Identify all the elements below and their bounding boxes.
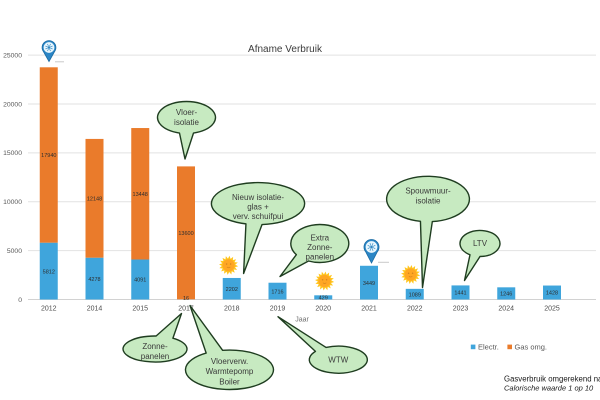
svg-text:Gasverbruik omgerekend naar: Gasverbruik omgerekend naar [504,375,600,384]
svg-text:15000: 15000 [3,150,22,157]
svg-text:2015: 2015 [132,306,148,313]
svg-text:Gas omg.: Gas omg. [515,343,548,352]
svg-text:Jaar: Jaar [295,317,309,324]
svg-text:Afname Verbruik: Afname Verbruik [248,44,323,55]
svg-text:Boiler: Boiler [219,377,240,386]
svg-text:4278: 4278 [88,277,100,283]
svg-text:4091: 4091 [134,278,146,284]
svg-text:Spouwmuur-: Spouwmuur- [405,187,451,196]
svg-text:1428: 1428 [546,291,558,297]
svg-text:2018: 2018 [224,306,240,313]
svg-text:2025: 2025 [544,306,560,313]
svg-text:Nieuw isolatie-: Nieuw isolatie- [232,193,284,202]
svg-text:429: 429 [319,296,328,302]
svg-text:2022: 2022 [407,306,423,313]
svg-text:Vloerverw.: Vloerverw. [211,357,248,366]
svg-text:2012: 2012 [41,306,57,313]
svg-text:glas +: glas + [247,203,269,212]
svg-text:0: 0 [18,297,22,304]
svg-text:Warmtepomp: Warmtepomp [206,367,254,376]
svg-text:2024: 2024 [498,306,514,313]
svg-text:17940: 17940 [41,153,56,159]
svg-text:Electr.: Electr. [478,343,499,352]
svg-text:2019: 2019 [270,306,286,313]
svg-text:20000: 20000 [3,101,22,108]
svg-text:1716: 1716 [271,289,283,295]
svg-text:Zonne-: Zonne- [142,342,168,351]
svg-text:10000: 10000 [3,199,22,206]
svg-text:1246: 1246 [500,292,512,298]
svg-text:2202: 2202 [226,287,238,293]
svg-text:WTW: WTW [328,356,348,365]
svg-text:12148: 12148 [87,197,102,203]
svg-text:Calorische waarde 1 op 10: Calorische waarde 1 op 10 [504,384,594,393]
svg-text:1441: 1441 [454,291,466,297]
svg-text:2020: 2020 [315,306,331,313]
svg-text:panelen: panelen [141,352,169,361]
svg-text:1089: 1089 [409,292,421,298]
svg-text:Extra: Extra [310,234,329,243]
svg-text:2017: 2017 [178,306,194,313]
svg-text:2014: 2014 [87,306,103,313]
svg-text:2023: 2023 [453,306,469,313]
svg-text:LTV: LTV [473,239,488,248]
svg-text:2021: 2021 [361,306,377,313]
svg-text:5812: 5812 [43,269,55,275]
svg-text:isolatie: isolatie [416,197,441,206]
svg-text:panelen: panelen [306,253,334,262]
svg-text:13600: 13600 [178,231,193,237]
svg-text:13448: 13448 [133,192,148,198]
svg-text:Vloer-: Vloer- [176,108,198,117]
svg-text:25000: 25000 [3,52,22,59]
svg-text:5000: 5000 [7,248,22,255]
svg-text:3449: 3449 [363,281,375,287]
svg-text:16: 16 [183,296,189,302]
svg-text:Zonne-: Zonne- [307,243,333,252]
svg-text:isolatie: isolatie [174,118,199,127]
svg-text:verv. schuifpui: verv. schuifpui [233,212,284,221]
